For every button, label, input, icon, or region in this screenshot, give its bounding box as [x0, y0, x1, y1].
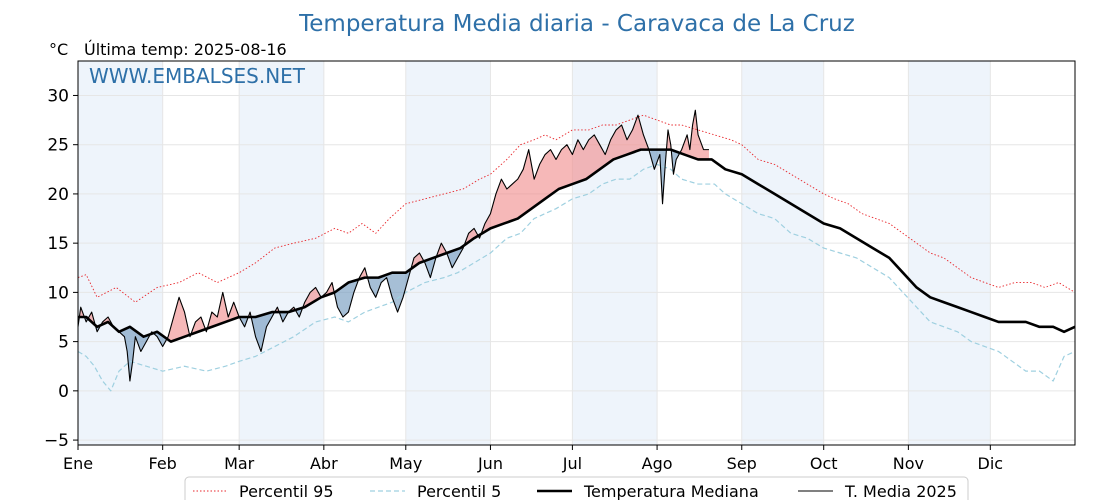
- x-tick-label-may: May: [389, 454, 422, 473]
- y-unit-label: °C: [49, 40, 68, 59]
- y-tick-label: 20: [47, 185, 69, 205]
- watermark: WWW.EMBALSES.NET: [89, 64, 306, 88]
- y-tick-label: 0: [58, 382, 69, 402]
- month-band-jul: [572, 61, 658, 445]
- fill-below-median: [240, 316, 249, 327]
- month-band-sep: [741, 61, 824, 445]
- fill-below-median: [368, 268, 412, 313]
- x-tick-label-ene: Ene: [63, 454, 93, 473]
- y-tick-label: 10: [47, 283, 69, 303]
- month-band-mar: [239, 61, 324, 445]
- legend-box: [184, 476, 969, 500]
- fill-above-median: [482, 115, 651, 234]
- series-lines: [77, 109, 1076, 392]
- x-tick-label-oct: Oct: [810, 454, 838, 473]
- x-tick-label-jun: Jun: [477, 454, 503, 473]
- fill-above-median: [680, 110, 709, 160]
- legend-p95-label: Percentil 95: [239, 482, 334, 500]
- legend-p5-label: Percentil 5: [417, 482, 501, 500]
- legend: Percentil 95 Percentil 5 Temperatura Med…: [184, 476, 969, 500]
- fill-above-median: [101, 317, 121, 333]
- x-tick-label-sep: Sep: [727, 454, 757, 473]
- x-tick-label-nov: Nov: [893, 454, 924, 473]
- x-tick-label-feb: Feb: [149, 454, 177, 473]
- series-percentil-95: [77, 114, 1076, 303]
- chart-title: Temperatura Media diaria - Caravaca de L…: [298, 11, 855, 37]
- y-axis: −5 0 5 10 15 20 25 30: [44, 86, 78, 451]
- last-temp-label: Última temp: 2025-08-16: [84, 40, 287, 59]
- fill-below-median: [448, 244, 465, 268]
- fill-above-median: [303, 282, 335, 308]
- fill-above-median: [168, 297, 190, 342]
- legend-median-label: Temperatura Mediana: [583, 482, 759, 500]
- month-band-nov: [908, 61, 991, 445]
- x-tick-label-abr: Abr: [310, 454, 338, 473]
- x-tick-label-dic: Dic: [978, 454, 1004, 473]
- y-tick-label: 30: [47, 86, 69, 106]
- month-band-ene: [78, 61, 163, 445]
- x-tick-label-jul: Jul: [562, 454, 582, 473]
- series-temperatura-mediana: [78, 148, 1076, 343]
- fill-below-median: [120, 326, 151, 381]
- x-tick-label-ago: Ago: [642, 454, 673, 473]
- fill-below-median: [650, 148, 667, 204]
- x-axis: Ene Feb Mar Abr May Jun Jul Ago Sep Oct Nov Dic: [63, 445, 1003, 473]
- y-tick-label: 15: [47, 234, 69, 254]
- plot-frame: [77, 60, 1076, 446]
- y-tick-label: −5: [44, 431, 69, 451]
- month-bands: [78, 61, 991, 445]
- y-tick-label: 5: [58, 333, 69, 353]
- legend-media2025-label: T. Media 2025: [844, 482, 957, 500]
- x-tick-label-mar: Mar: [224, 454, 255, 473]
- y-tick-label: 25: [47, 136, 69, 156]
- series-media-2025: [77, 109, 709, 382]
